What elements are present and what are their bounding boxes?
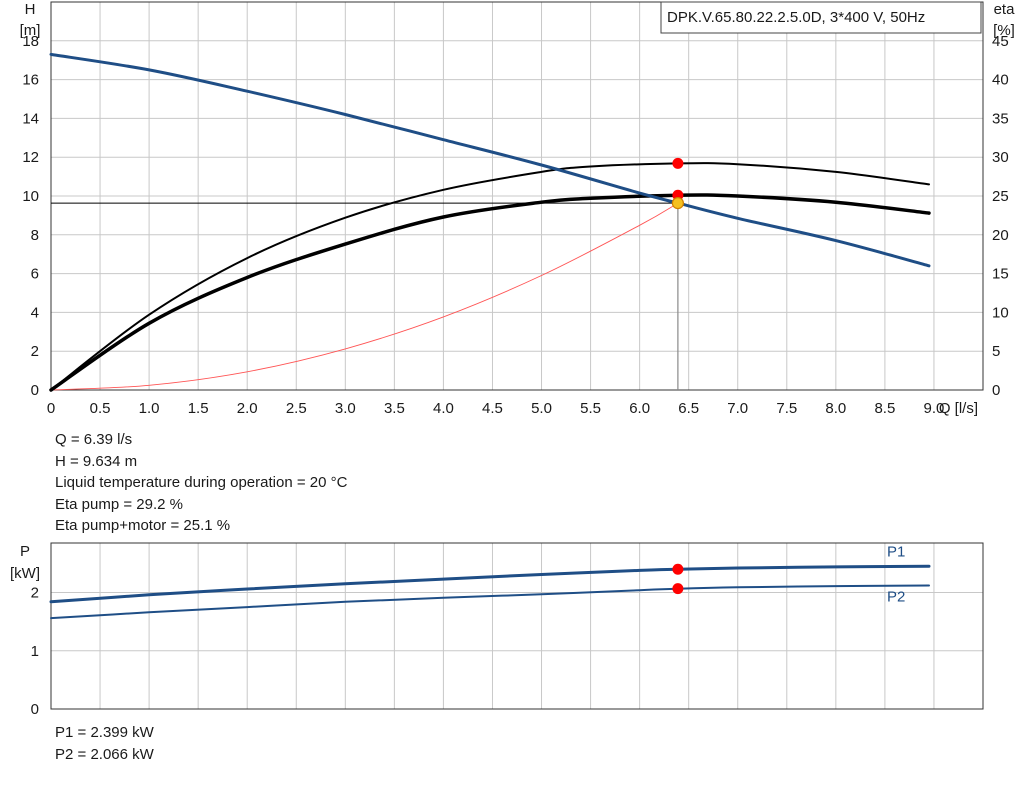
power-y-axis-unit: [kW] — [10, 565, 40, 582]
p2-curve — [50, 584, 930, 620]
x-tick-label: 1.0 — [139, 400, 160, 417]
power-info: P1 = 2.399 kW P2 = 2.066 kW — [55, 722, 154, 765]
right-y-tick-label: 40 — [992, 72, 1009, 89]
pump-efficiency-curve — [50, 162, 930, 391]
left-y-tick-label: 12 — [22, 149, 39, 166]
power-plot-area — [51, 543, 983, 709]
info-head: H = 9.634 m — [55, 452, 138, 470]
left-y-tick-label: 4 — [31, 304, 39, 321]
p1-series-label: P1 — [887, 543, 905, 560]
duty-point-marker — [671, 197, 684, 210]
right-y-axis-label: eta — [994, 1, 1016, 18]
left-y-axis-label: H — [25, 1, 36, 18]
left-y-tick-label: 18 — [22, 33, 39, 50]
x-tick-label: 9.0 — [924, 400, 945, 417]
right-y-tick-label: 0 — [992, 382, 1000, 399]
p1-curve — [49, 564, 931, 604]
x-tick-label: 1.5 — [188, 400, 209, 417]
p2-operating-point — [672, 583, 684, 595]
x-tick-label: 7.5 — [776, 400, 797, 417]
left-y-tick-label: 8 — [31, 227, 39, 244]
x-tick-label: 8.0 — [825, 400, 846, 417]
model-label-box: DPK.V.65.80.22.2.5.0D, 3*400 V, 50Hz — [660, 1, 982, 34]
right-y-tick-label: 35 — [992, 110, 1009, 127]
main-plot-frame — [50, 1, 984, 391]
x-axis-label: Q [l/s] — [939, 400, 978, 417]
model-label: DPK.V.65.80.22.2.5.0D, 3*400 V, 50Hz — [667, 9, 925, 26]
left-y-tick-label: 0 — [31, 382, 39, 399]
x-tick-label: 8.5 — [874, 400, 895, 417]
power-y-tick-label: 1 — [31, 643, 39, 660]
x-tick-label: 0.5 — [90, 400, 111, 417]
x-tick-label: 7.0 — [727, 400, 748, 417]
pump-motor-efficiency-curve — [49, 193, 931, 392]
right-y-tick-label: 5 — [992, 343, 1000, 360]
right-y-tick-label: 10 — [992, 304, 1009, 321]
power-y-tick-label: 0 — [31, 701, 39, 718]
p1-operating-point — [672, 563, 684, 575]
right-y-tick-label: 25 — [992, 188, 1009, 205]
info-p2: P2 = 2.066 kW — [55, 745, 154, 763]
info-flow: Q = 6.39 l/s — [55, 431, 133, 448]
x-tick-label: 6.5 — [678, 400, 699, 417]
right-y-tick-label: 30 — [992, 149, 1009, 166]
x-tick-label: 5.0 — [531, 400, 552, 417]
right-y-axis-unit: [%] — [993, 22, 1015, 39]
right-y-tick-label: 20 — [992, 227, 1009, 244]
x-tick-label: 3.0 — [335, 400, 356, 417]
power-y-tick-label: 2 — [31, 585, 39, 602]
pump-efficiency-operating-point — [672, 157, 684, 169]
x-tick-label: 0 — [47, 400, 55, 417]
left-y-tick-label: 16 — [22, 72, 39, 89]
info-p1: P1 = 2.399 kW — [55, 724, 154, 741]
x-tick-label: 3.5 — [384, 400, 405, 417]
x-tick-label: 2.0 — [237, 400, 258, 417]
x-tick-label: 2.5 — [286, 400, 307, 417]
right-y-tick-label: 45 — [992, 33, 1009, 50]
head-efficiency-chart: 0 0.5 1.0 1.5 2.0 2.5 3.0 3.5 4.0 4.5 5.0 5.5 6.0 6.5… — [20, 1, 1016, 417]
info-eta-pump: Eta pump = 29.2 % — [55, 495, 183, 513]
power-plot-frame — [50, 542, 984, 710]
power-y-axis-label: P — [20, 543, 30, 560]
left-y-tick-label: 14 — [22, 110, 39, 127]
p2-series-label: P2 — [887, 589, 905, 606]
x-tick-label: 4.0 — [433, 400, 454, 417]
x-tick-label: 6.0 — [629, 400, 650, 417]
operating-point-info: Q = 6.39 l/s H = 9.634 m Liquid temperat… — [55, 429, 347, 537]
left-y-tick-label: 6 — [31, 266, 39, 283]
left-y-axis-unit: [m] — [20, 22, 41, 39]
x-tick-label: 4.5 — [482, 400, 503, 417]
left-y-tick-label: 10 — [22, 188, 39, 205]
info-liquid-temperature: Liquid temperature during operation = 20… — [55, 474, 348, 491]
left-y-tick-label: 2 — [31, 343, 39, 360]
info-eta-pump-motor: Eta pump+motor = 25.1 % — [55, 517, 231, 534]
power-chart: 0 1 2 P [kW] P1 P2 — [10, 542, 984, 718]
system-curve — [50, 202, 679, 391]
head-curve — [49, 52, 931, 268]
x-tick-label: 5.5 — [580, 400, 601, 417]
right-y-tick-label: 15 — [992, 266, 1009, 283]
